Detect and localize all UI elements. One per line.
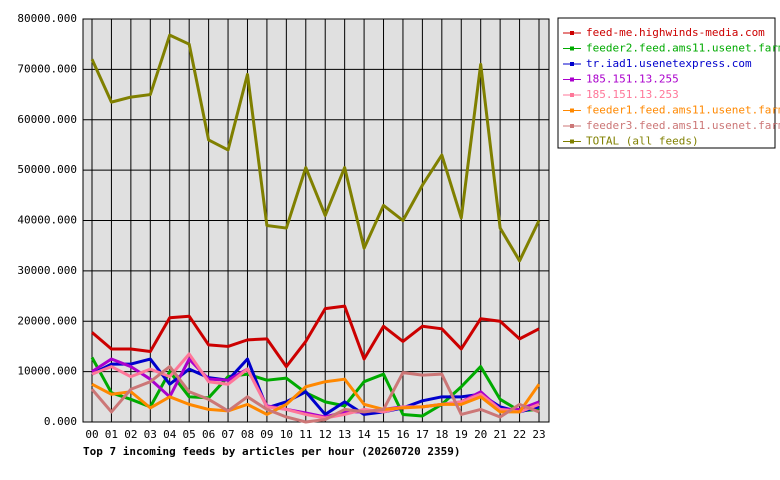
x-tick-label: 19 (455, 428, 468, 441)
legend-label: feeder2.feed.ams11.usenet.farm (586, 42, 780, 55)
x-tick-label: 21 (494, 428, 507, 441)
x-tick-label: 20 (474, 428, 487, 441)
legend-dot (570, 62, 574, 66)
chart-title: Top 7 incoming feeds by articles per hou… (83, 445, 461, 458)
y-tick-label: 0.000 (44, 415, 77, 428)
series-line (90, 365, 540, 424)
x-tick-label: 18 (435, 428, 448, 441)
x-tick-label: 11 (299, 428, 312, 441)
x-tick-label: 03 (144, 428, 157, 441)
y-tick-label: 30000.000 (17, 264, 77, 277)
x-tick-label: 16 (396, 428, 409, 441)
x-tick-label: 14 (357, 428, 371, 441)
series-line (91, 304, 540, 369)
x-tick-label: 10 (280, 428, 293, 441)
legend-label: TOTAL (all feeds) (586, 135, 699, 148)
legend-dot (570, 31, 574, 35)
legend-label: tr.iad1.usenetexpress.com (586, 57, 752, 70)
x-tick-label: 05 (183, 428, 196, 441)
x-tick-label: 04 (163, 428, 177, 441)
x-tick-label: 13 (338, 428, 351, 441)
legend-dot (570, 46, 574, 51)
x-tick-label: 22 (513, 428, 526, 441)
y-tick-label: 80000.000 (17, 12, 77, 25)
legend-label: 185.151.13.255 (586, 73, 679, 86)
x-tick-label: 15 (377, 428, 390, 441)
legend-dot (570, 139, 574, 144)
x-tick-label: 09 (260, 428, 273, 441)
legend-dot (570, 108, 574, 113)
series-line (90, 356, 540, 418)
y-tick-label: 70000.000 (17, 62, 77, 75)
legend-dot (570, 124, 574, 128)
x-tick-label: 06 (202, 428, 215, 441)
x-tick-label: 23 (532, 428, 545, 441)
x-tick-label: 08 (241, 428, 254, 441)
x-tick-label: 17 (416, 428, 429, 441)
x-tick-label: 01 (105, 428, 118, 441)
y-tick-label: 50000.000 (17, 163, 77, 176)
legend-dot (570, 93, 574, 97)
y-tick-label: 20000.000 (17, 314, 77, 327)
legend-label: feeder1.feed.ams11.usenet.farm (586, 104, 780, 117)
series-line (90, 33, 541, 263)
y-tick-label: 10000.000 (17, 365, 77, 378)
legend-dot (570, 77, 574, 82)
legend-label: 185.151.13.253 (586, 88, 679, 101)
legend-box (557, 17, 776, 149)
x-tick-label: 12 (319, 428, 332, 441)
x-tick-label: 00 (85, 428, 98, 441)
y-tick-label: 40000.000 (17, 214, 77, 227)
series-line (91, 377, 541, 416)
series-line (91, 357, 540, 416)
x-tick-label: 02 (124, 428, 137, 441)
y-tick-label: 60000.000 (17, 113, 77, 126)
legend-label: feeder3.feed.ams11.usenet.farm (586, 119, 780, 132)
legend-label: feed-me.highwinds-media.com (586, 26, 765, 39)
series-line (91, 352, 540, 420)
x-tick-label: 07 (221, 428, 234, 441)
